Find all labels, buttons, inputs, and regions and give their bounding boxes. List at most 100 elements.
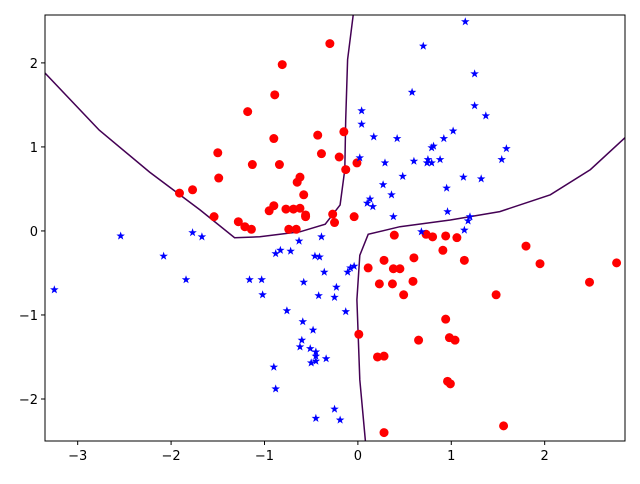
blue-star-point: [306, 344, 315, 353]
blue-star-point: [181, 275, 191, 284]
blue-star-point: [258, 290, 267, 299]
blue-star-point: [497, 155, 506, 164]
blue-star-point: [378, 180, 388, 189]
blue-star-point: [295, 342, 305, 351]
red-point: [379, 255, 389, 265]
red-point: [277, 60, 287, 70]
blue-star-point: [368, 202, 378, 211]
x-tick-label: 1: [447, 449, 455, 464]
red-point: [399, 290, 409, 300]
red-point: [341, 165, 351, 175]
x-tick-label: −1: [255, 449, 274, 464]
blue-star-point: [427, 158, 436, 167]
blue-star-point: [50, 285, 59, 294]
blue-star-point: [439, 134, 449, 143]
blue-star-point: [269, 362, 279, 371]
blue-star-point: [197, 232, 207, 241]
blue-star-point: [357, 106, 366, 115]
blue-star-point: [417, 227, 426, 236]
blue-star-point: [317, 232, 326, 241]
y-tick-label: −2: [19, 393, 38, 408]
blue-star-point: [257, 275, 266, 284]
blue-star-point: [419, 41, 428, 50]
red-point: [388, 264, 398, 274]
blue-star-point: [297, 335, 307, 344]
red-point: [213, 148, 223, 158]
x-tick-label: −2: [162, 449, 181, 464]
red-point: [408, 276, 418, 286]
red-point: [339, 127, 349, 137]
red-point: [316, 149, 326, 159]
red-point: [301, 212, 311, 222]
red-point: [328, 209, 338, 219]
red-point: [299, 190, 309, 200]
red-point: [441, 231, 451, 241]
red-point: [395, 264, 405, 274]
red-point: [374, 279, 384, 289]
red-point: [243, 107, 253, 117]
blue-star-point: [422, 158, 432, 167]
blue-star-point: [311, 351, 321, 360]
blue-star-point: [448, 126, 458, 135]
red-point: [389, 230, 399, 240]
red-point: [295, 172, 305, 182]
blue-star-point: [476, 174, 486, 183]
blue-star-point: [298, 317, 308, 326]
red-point: [349, 212, 359, 222]
blue-star-point: [392, 134, 402, 143]
blue-star-point: [271, 249, 280, 258]
blue-star-point: [286, 246, 295, 255]
y-tick-label: 1: [30, 141, 38, 156]
red-point: [491, 290, 501, 300]
blue-star-point: [245, 275, 254, 284]
red-point: [612, 258, 622, 268]
blue-star-point: [306, 358, 316, 367]
blue-star-point: [276, 245, 285, 254]
blue-star-point: [314, 291, 323, 300]
blue-star-point: [311, 413, 321, 422]
red-point: [450, 335, 460, 345]
blue-star-point: [343, 267, 352, 276]
red-point: [174, 188, 184, 198]
blue-star-point: [409, 156, 419, 165]
red-point: [441, 314, 451, 324]
red-point: [352, 158, 362, 168]
x-tick-label: −3: [68, 449, 87, 464]
blue-star-point: [407, 87, 417, 96]
blue-star-point: [365, 194, 375, 203]
blue-star-point: [429, 141, 438, 150]
blue-star-point: [346, 263, 355, 272]
red-point: [209, 212, 219, 222]
blue-star-point: [308, 325, 318, 334]
red-point: [445, 379, 455, 389]
blue-star-point: [271, 384, 280, 393]
red-point: [585, 277, 595, 287]
blue-star-point: [330, 292, 339, 301]
red-point: [438, 245, 448, 255]
blue-star-point: [330, 404, 339, 413]
blue-star-point: [459, 172, 468, 181]
red-point: [330, 218, 340, 228]
blue-star-point: [320, 267, 329, 276]
blue-star-point: [398, 171, 407, 180]
red-point: [233, 217, 243, 227]
blue-star-point: [321, 354, 331, 363]
red-point: [535, 259, 545, 269]
red-point: [188, 185, 198, 195]
blue-star-point: [362, 198, 372, 207]
blue-star-point: [470, 69, 479, 78]
axes-frame: [44, 14, 626, 442]
blue-star-point: [159, 251, 168, 260]
red-point: [363, 263, 373, 273]
red-point: [281, 204, 291, 214]
blue-star-point: [299, 277, 308, 286]
blue-star-point: [423, 155, 433, 164]
blue-star-point: [311, 347, 321, 356]
blue-star-point: [389, 212, 398, 221]
red-point: [379, 428, 389, 438]
red-point: [414, 335, 424, 345]
red-point: [214, 173, 224, 183]
red-point: [269, 134, 279, 144]
blue-star-point: [315, 252, 324, 261]
